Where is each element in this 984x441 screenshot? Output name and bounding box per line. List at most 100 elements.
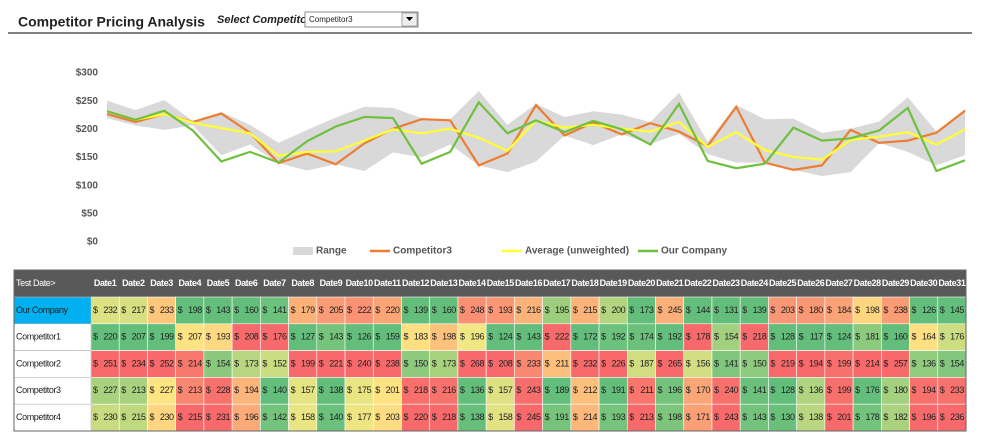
column-header: Date9 [320, 278, 343, 288]
heat-cell [147, 377, 176, 405]
cell-value: 196 [922, 412, 936, 422]
heat-cell [824, 296, 854, 325]
currency-symbol: $ [403, 412, 408, 422]
currency-symbol: $ [686, 385, 691, 395]
cell-value: 176 [950, 332, 964, 342]
currency-symbol: $ [403, 305, 408, 315]
cell-value: 182 [894, 412, 908, 422]
heat-cell [739, 350, 769, 378]
cell-value: 127 [301, 332, 315, 342]
column-header: Date20 [628, 278, 656, 288]
heat-cell [175, 377, 205, 405]
currency-symbol: $ [178, 412, 183, 422]
currency-symbol: $ [629, 385, 634, 395]
dropdown[interactable] [304, 11, 419, 28]
cell-value: 152 [273, 358, 287, 368]
currency-symbol: $ [545, 412, 550, 422]
currency-symbol: $ [319, 412, 324, 422]
cell-value: 194 [922, 385, 936, 395]
currency-symbol: $ [178, 305, 183, 315]
heat-cell [147, 350, 176, 378]
cell-value: 189 [555, 385, 569, 395]
currency-symbol: $ [375, 332, 380, 342]
heat-cell [655, 296, 685, 325]
heat-cell [598, 350, 628, 378]
currency-symbol: $ [770, 412, 775, 422]
heat-cell [260, 296, 289, 325]
currency-symbol: $ [940, 412, 945, 422]
cell-value: 234 [132, 358, 146, 368]
cell-value: 150 [753, 358, 767, 368]
currency-symbol: $ [940, 358, 945, 368]
heat-cell [316, 403, 346, 432]
cell-value: 193 [499, 305, 513, 315]
currency-symbol: $ [460, 305, 465, 315]
cell-value: 193 [611, 412, 625, 422]
dropdown-value[interactable]: Competitor3 [309, 15, 353, 24]
cell-value: 233 [950, 385, 964, 395]
y-tick-label: $200 [76, 124, 99, 135]
currency-symbol: $ [291, 412, 296, 422]
heat-cell [372, 296, 402, 325]
column-header: Date28 [854, 278, 882, 288]
heat-cell [711, 323, 741, 351]
heat-cell [881, 323, 910, 351]
currency-symbol: $ [347, 332, 352, 342]
currency-symbol: $ [516, 332, 521, 342]
heat-cell [147, 323, 176, 351]
heat-cell [768, 296, 797, 325]
cell-value: 233 [527, 358, 541, 368]
currency-symbol: $ [319, 305, 324, 315]
heat-cell [514, 403, 543, 432]
heat-cell [852, 296, 882, 325]
cell-value: 207 [132, 332, 146, 342]
column-header: Date25 [769, 278, 797, 288]
cell-value: 138 [809, 412, 823, 422]
cell-value: 230 [160, 412, 174, 422]
cell-value: 198 [188, 305, 202, 315]
currency-symbol: $ [262, 305, 267, 315]
cell-value: 231 [216, 412, 230, 422]
currency-symbol: $ [686, 358, 691, 368]
currency-symbol: $ [629, 412, 634, 422]
currency-symbol: $ [291, 385, 296, 395]
heat-cell [739, 323, 769, 351]
currency-symbol: $ [234, 358, 239, 368]
currency-symbol: $ [742, 332, 747, 342]
cell-value: 126 [922, 305, 936, 315]
cell-value: 232 [103, 305, 117, 315]
heat-cell [288, 403, 318, 432]
heat-cell [739, 403, 769, 432]
y-tick-label: $250 [76, 96, 99, 107]
heat-cell [937, 403, 967, 432]
cell-value: 143 [329, 332, 343, 342]
currency-symbol: $ [742, 412, 747, 422]
cell-value: 203 [386, 412, 400, 422]
cell-value: 200 [611, 305, 625, 315]
row-label: Competitor3 [16, 385, 61, 395]
cell-value: 178 [696, 332, 710, 342]
heat-cell [231, 350, 261, 378]
currency-symbol: $ [883, 358, 888, 368]
column-header: Date10 [346, 278, 374, 288]
currency-symbol: $ [262, 332, 267, 342]
currency-symbol: $ [319, 332, 324, 342]
cell-value: 143 [216, 305, 230, 315]
column-header: Date24 [741, 278, 769, 288]
heat-cell [175, 296, 205, 325]
heat-cell [203, 350, 233, 378]
cell-value: 143 [753, 412, 767, 422]
currency-symbol: $ [149, 305, 154, 315]
cell-value: 142 [273, 412, 287, 422]
heat-cell [485, 323, 515, 351]
cell-value: 178 [865, 412, 879, 422]
heat-cell [316, 296, 346, 325]
heat-cell [626, 296, 656, 325]
heat-cell [316, 350, 346, 378]
cell-value: 177 [357, 412, 371, 422]
cell-value: 245 [668, 305, 682, 315]
heat-cell [118, 403, 148, 432]
cell-value: 198 [442, 332, 456, 342]
heat-cell [881, 350, 910, 378]
cell-value: 198 [668, 412, 682, 422]
